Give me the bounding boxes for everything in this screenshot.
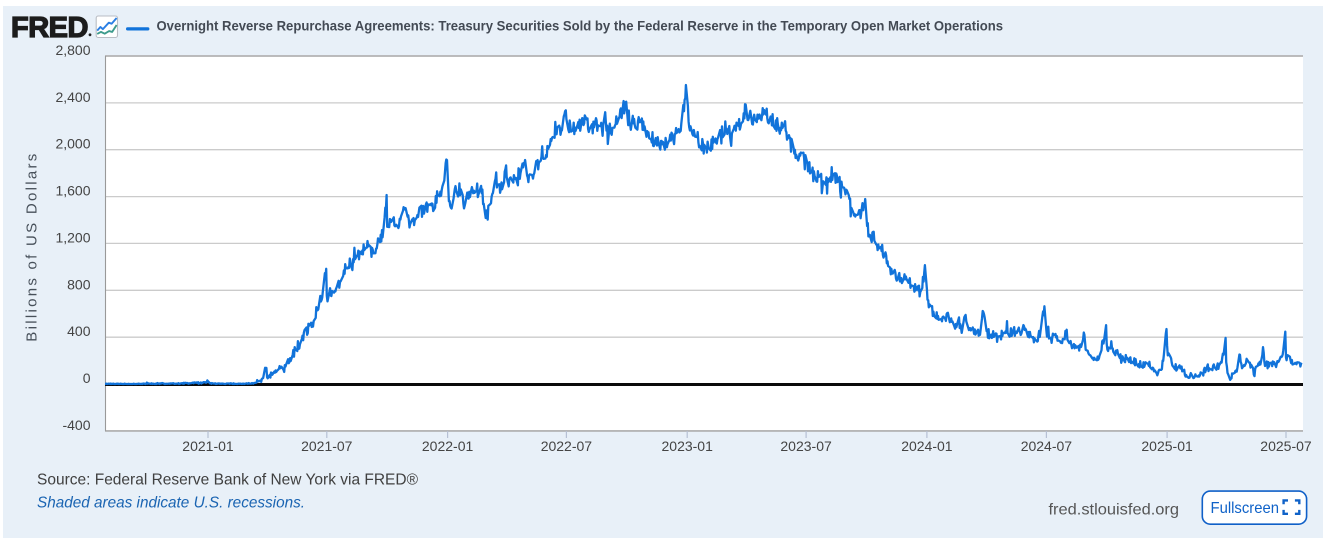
svg-text:Source: Federal Reserve Bank o: Source: Federal Reserve Bank of New York… bbox=[37, 472, 418, 489]
svg-text:2022-01: 2022-01 bbox=[422, 438, 474, 454]
svg-text:2025-01: 2025-01 bbox=[1141, 438, 1193, 454]
svg-text:2023-01: 2023-01 bbox=[662, 438, 714, 454]
svg-text:400: 400 bbox=[67, 323, 91, 339]
svg-text:2021-07: 2021-07 bbox=[301, 438, 353, 454]
svg-text:0: 0 bbox=[83, 370, 91, 386]
svg-text:fred.stlouisfed.org: fred.stlouisfed.org bbox=[1049, 502, 1180, 519]
svg-text:2,800: 2,800 bbox=[55, 42, 90, 58]
svg-text:2024-01: 2024-01 bbox=[901, 438, 953, 454]
svg-text:800: 800 bbox=[67, 276, 91, 292]
svg-text:2022-07: 2022-07 bbox=[541, 438, 593, 454]
svg-text:2024-07: 2024-07 bbox=[1021, 438, 1073, 454]
svg-text:Overnight Reverse Repurchase A: Overnight Reverse Repurchase Agreements:… bbox=[157, 18, 1004, 34]
svg-text:Shaded areas indicate U.S. rec: Shaded areas indicate U.S. recessions. bbox=[37, 495, 305, 512]
svg-text:2,400: 2,400 bbox=[55, 89, 90, 105]
svg-text:1,200: 1,200 bbox=[55, 229, 90, 245]
svg-text:Fullscreen: Fullscreen bbox=[1211, 500, 1280, 517]
svg-text:2023-07: 2023-07 bbox=[780, 438, 832, 454]
svg-text:2025-07: 2025-07 bbox=[1260, 438, 1312, 454]
svg-text:-400: -400 bbox=[62, 417, 90, 433]
svg-text:2021-01: 2021-01 bbox=[182, 438, 234, 454]
svg-text:2,000: 2,000 bbox=[55, 136, 90, 152]
svg-text:FRED: FRED bbox=[11, 12, 88, 44]
svg-text:1,600: 1,600 bbox=[55, 183, 90, 199]
